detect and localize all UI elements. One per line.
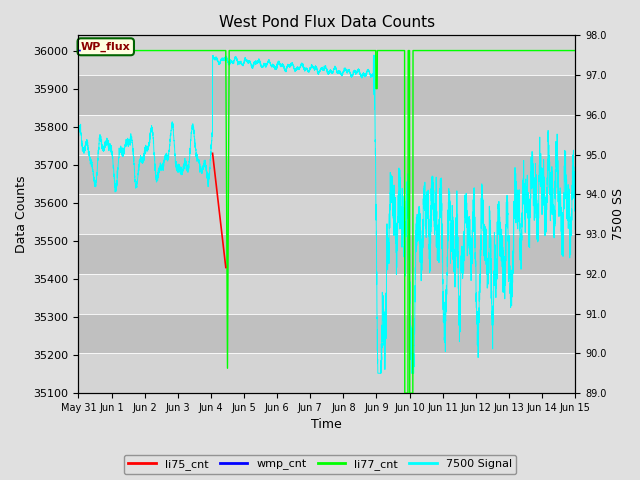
Y-axis label: 7500 SS: 7500 SS [612, 188, 625, 240]
Bar [79, 353, 575, 393]
Bar [79, 194, 575, 234]
Bar [79, 36, 575, 75]
Bar [79, 155, 575, 194]
Legend: li75_cnt, wmp_cnt, li77_cnt, 7500 Signal: li75_cnt, wmp_cnt, li77_cnt, 7500 Signal [124, 455, 516, 474]
Bar [79, 115, 575, 155]
Bar [79, 313, 575, 353]
Bar [79, 75, 575, 115]
Text: WP_flux: WP_flux [81, 42, 131, 52]
X-axis label: Time: Time [312, 419, 342, 432]
Title: West Pond Flux Data Counts: West Pond Flux Data Counts [219, 15, 435, 30]
Bar [79, 274, 575, 313]
Bar [79, 234, 575, 274]
Y-axis label: Data Counts: Data Counts [15, 176, 28, 253]
